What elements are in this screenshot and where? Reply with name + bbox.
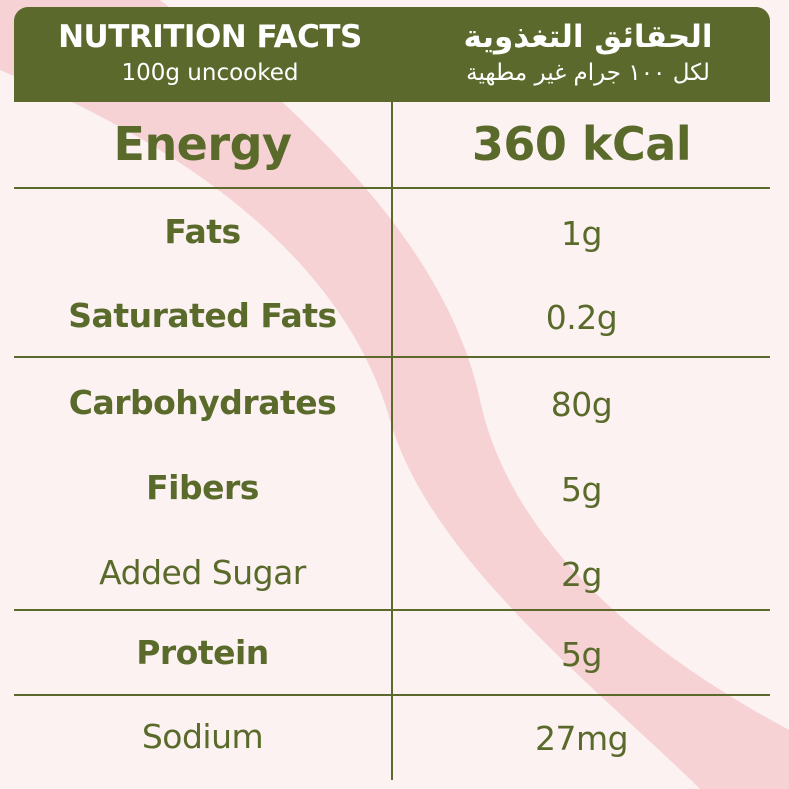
fats-label: Fats [164,212,241,251]
row-divider [14,356,770,358]
saturated-fats-value: 0.2g [545,298,618,337]
sodium-label: Sodium [141,717,264,756]
energy-label: Energy [113,117,292,171]
sodium-value: 27mg [534,719,629,758]
column-divider [391,102,393,780]
added-sugar-value: 2g [561,555,602,594]
fibers-label: Fibers [146,468,259,507]
protein-value: 5g [561,635,602,674]
row-divider [14,694,770,696]
subtitle-ar: لكل ١٠٠ جرام غير مطهية [466,60,710,86]
added-sugar-label: Added Sugar [99,553,306,592]
subtitle-en: 100g uncooked [121,60,299,86]
saturated-fats-label: Saturated Fats [68,296,337,335]
row-divider [14,609,770,611]
header-banner: NUTRITION FACTS 100g uncooked الحقائق ال… [14,7,770,102]
carbohydrates-value: 80g [550,385,613,424]
fibers-value: 5g [561,470,602,509]
carbohydrates-label: Carbohydrates [68,383,337,422]
row-divider [14,187,770,189]
protein-label: Protein [136,633,269,672]
title-en: NUTRITION FACTS [58,19,362,55]
title-ar: الحقائق التغذوية [463,19,713,55]
fats-value: 1g [561,214,602,253]
energy-value: 360 kCal [471,117,692,171]
